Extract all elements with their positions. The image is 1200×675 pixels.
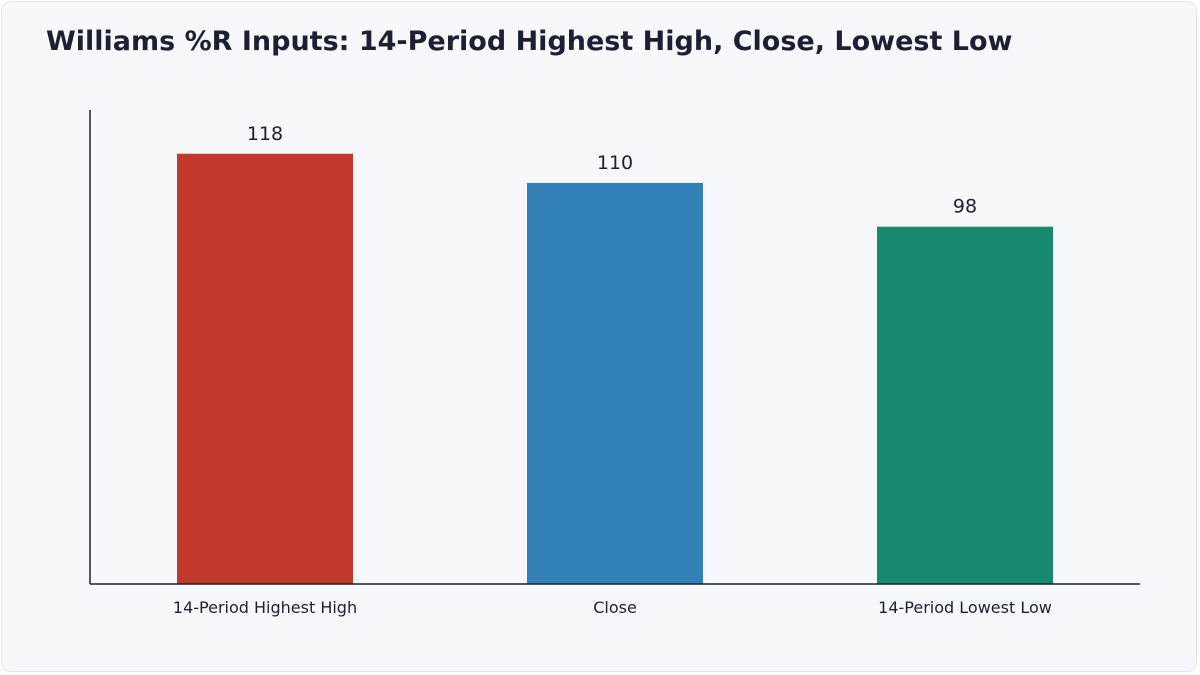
bar-value-label-2: 110 — [597, 152, 633, 174]
bar-1 — [177, 153, 353, 584]
bar-2 — [527, 182, 703, 584]
bars-group — [177, 153, 1053, 584]
value-labels-group: 118 110 98 — [247, 123, 977, 218]
bar-value-label-3: 98 — [953, 196, 977, 218]
x-tick-label-3: 14-Period Lowest Low — [878, 598, 1052, 617]
bar-3 — [877, 226, 1053, 584]
chart-title: Williams %R Inputs: 14-Period Highest Hi… — [46, 26, 1013, 57]
bar-value-label-1: 118 — [247, 123, 283, 145]
x-tick-labels-group: 14-Period Highest High Close 14-Period Low… — [173, 598, 1052, 617]
x-tick-label-1: 14-Period Highest High — [173, 598, 357, 617]
x-tick-label-2: Close — [593, 598, 637, 617]
